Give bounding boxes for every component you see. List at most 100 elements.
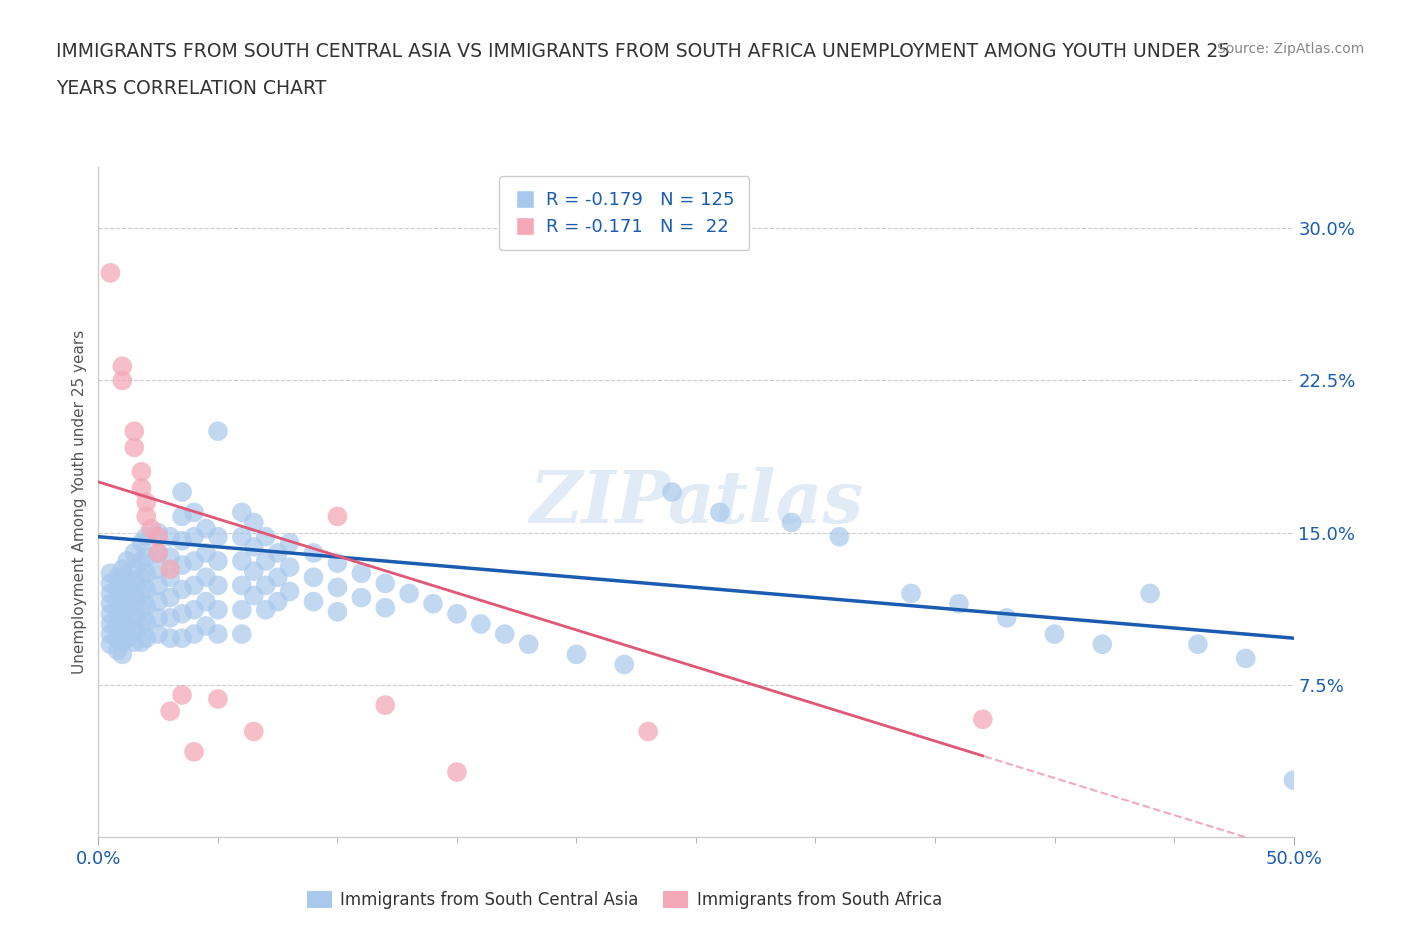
Point bbox=[98, 576, 122, 591]
Point bbox=[115, 570, 138, 585]
Point bbox=[111, 562, 134, 577]
Point bbox=[398, 586, 420, 601]
Point bbox=[107, 570, 129, 585]
Point bbox=[98, 265, 122, 280]
Point bbox=[995, 610, 1018, 625]
Point bbox=[98, 637, 122, 652]
Point bbox=[1282, 773, 1305, 788]
Point bbox=[900, 586, 922, 601]
Point bbox=[148, 578, 170, 592]
Point bbox=[172, 533, 194, 548]
Point bbox=[267, 570, 290, 585]
Point bbox=[98, 565, 122, 580]
Point bbox=[135, 509, 157, 524]
Legend: Immigrants from South Central Asia, Immigrants from South Africa: Immigrants from South Central Asia, Immi… bbox=[299, 884, 949, 916]
Point bbox=[131, 481, 153, 496]
Point bbox=[326, 555, 349, 570]
Point bbox=[446, 764, 468, 779]
Point bbox=[231, 627, 253, 642]
Point bbox=[124, 598, 146, 613]
Point bbox=[254, 553, 277, 568]
Point bbox=[326, 509, 349, 524]
Text: IMMIGRANTS FROM SOUTH CENTRAL ASIA VS IMMIGRANTS FROM SOUTH AFRICA UNEMPLOYMENT : IMMIGRANTS FROM SOUTH CENTRAL ASIA VS IM… bbox=[56, 42, 1230, 60]
Point bbox=[135, 495, 157, 510]
Point bbox=[183, 603, 205, 618]
Point bbox=[111, 598, 134, 613]
Point bbox=[115, 618, 138, 633]
Point bbox=[326, 580, 349, 595]
Point bbox=[124, 440, 146, 455]
Point bbox=[159, 529, 181, 544]
Point bbox=[183, 578, 205, 592]
Point bbox=[231, 603, 253, 618]
Point bbox=[207, 627, 229, 642]
Point bbox=[278, 536, 301, 551]
Point bbox=[172, 558, 194, 573]
Point bbox=[194, 546, 217, 561]
Point bbox=[231, 529, 253, 544]
Point bbox=[194, 594, 217, 609]
Point bbox=[135, 582, 157, 597]
Point bbox=[302, 546, 325, 561]
Point bbox=[124, 562, 146, 577]
Point bbox=[159, 562, 181, 577]
Point bbox=[107, 631, 129, 645]
Point bbox=[115, 606, 138, 621]
Point bbox=[139, 521, 162, 536]
Point bbox=[350, 565, 373, 580]
Point bbox=[374, 600, 396, 615]
Point bbox=[107, 582, 129, 597]
Point bbox=[124, 622, 146, 637]
Point bbox=[159, 550, 181, 565]
Point bbox=[135, 615, 157, 630]
Point bbox=[446, 606, 468, 621]
Point bbox=[183, 627, 205, 642]
Point bbox=[98, 596, 122, 611]
Point bbox=[107, 643, 129, 658]
Point bbox=[159, 704, 181, 719]
Point bbox=[207, 692, 229, 707]
Point bbox=[135, 565, 157, 580]
Point bbox=[124, 424, 146, 439]
Point bbox=[98, 606, 122, 621]
Point bbox=[661, 485, 683, 499]
Point bbox=[183, 505, 205, 520]
Point bbox=[254, 578, 277, 592]
Point bbox=[613, 658, 636, 672]
Point bbox=[243, 588, 266, 603]
Point bbox=[131, 536, 153, 551]
Point bbox=[780, 515, 803, 530]
Point bbox=[278, 584, 301, 599]
Point bbox=[374, 576, 396, 591]
Point bbox=[267, 594, 290, 609]
Point bbox=[517, 637, 540, 652]
Point bbox=[565, 647, 588, 662]
Point bbox=[131, 618, 153, 633]
Point bbox=[172, 631, 194, 645]
Point bbox=[1234, 651, 1257, 666]
Point bbox=[302, 594, 325, 609]
Y-axis label: Unemployment Among Youth under 25 years: Unemployment Among Youth under 25 years bbox=[72, 330, 87, 674]
Point bbox=[231, 553, 253, 568]
Text: Source: ZipAtlas.com: Source: ZipAtlas.com bbox=[1216, 42, 1364, 56]
Point bbox=[115, 594, 138, 609]
Point bbox=[159, 631, 181, 645]
Point bbox=[194, 618, 217, 633]
Point bbox=[374, 698, 396, 712]
Point bbox=[278, 560, 301, 575]
Point bbox=[135, 631, 157, 645]
Point bbox=[131, 603, 153, 618]
Point bbox=[172, 509, 194, 524]
Point bbox=[326, 604, 349, 619]
Point bbox=[194, 570, 217, 585]
Point bbox=[111, 373, 134, 388]
Point bbox=[111, 635, 134, 650]
Point bbox=[183, 529, 205, 544]
Point bbox=[124, 586, 146, 601]
Point bbox=[148, 546, 170, 561]
Point bbox=[183, 553, 205, 568]
Point bbox=[115, 582, 138, 597]
Point bbox=[111, 647, 134, 662]
Point bbox=[148, 610, 170, 625]
Point bbox=[159, 610, 181, 625]
